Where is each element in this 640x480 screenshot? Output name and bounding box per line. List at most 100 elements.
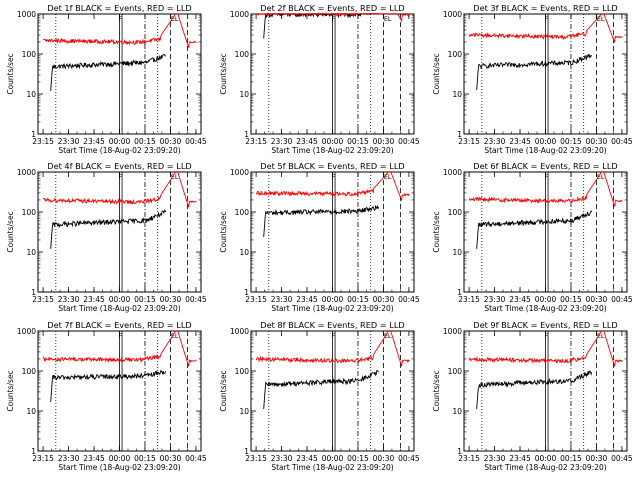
x-tick-label: 00:15: [347, 295, 369, 304]
events-series-line: [263, 12, 379, 39]
flag-label: EL: [597, 173, 605, 181]
x-tick-label: 00:30: [373, 137, 395, 146]
events-series-line: [476, 370, 593, 410]
flag-label: EL: [171, 173, 179, 181]
y-tick-label: 1: [457, 447, 462, 456]
x-tick-label: 00:30: [160, 454, 182, 463]
panel-title: Det 8f BLACK = Events, RED = LLD: [260, 320, 404, 330]
y-tick-label: 1000: [17, 10, 36, 19]
y-axis-label: Counts/sec: [432, 370, 441, 411]
lld-series-line: [468, 330, 623, 367]
y-tick-label: 10: [452, 90, 462, 99]
x-tick-label: 00:00: [535, 295, 557, 304]
y-tick-label: 100: [235, 50, 250, 59]
y-tick-label: 1: [31, 288, 36, 297]
x-axis-label: Start Time (18-Aug-02 23:09:20): [58, 463, 180, 472]
x-tick-label: 00:00: [322, 295, 344, 304]
panel-title: Det 1f BLACK = Events, RED = LLD: [47, 3, 191, 13]
x-tick-label: 23:15: [245, 295, 267, 304]
panel-title: Det 7f BLACK = Events, RED = LLD: [47, 320, 191, 330]
x-tick-label: 00:45: [185, 454, 207, 463]
events-series-line: [50, 209, 167, 249]
y-tick-label: 100: [22, 367, 37, 376]
x-tick-label: 00:30: [160, 295, 182, 304]
y-tick-label: 10: [239, 90, 249, 99]
x-tick-label: 23:15: [458, 137, 480, 146]
flag-label: EL: [384, 15, 392, 23]
x-axis-label: Start Time (18-Aug-02 23:09:20): [271, 463, 393, 472]
x-tick-label: 00:15: [134, 454, 156, 463]
panel-title: Det 5f BLACK = Events, RED = LLD: [260, 161, 404, 171]
x-tick-label: 23:45: [509, 454, 531, 463]
x-axis-label: Start Time (18-Aug-02 23:09:20): [271, 304, 393, 313]
x-tick-label: 00:00: [322, 137, 344, 146]
y-axis-label: Counts/sec: [6, 211, 15, 252]
y-tick-label: 100: [448, 50, 463, 59]
lld-series-line: [255, 171, 410, 201]
x-tick-label: 23:30: [484, 454, 506, 463]
lld-series-line: [468, 171, 623, 207]
x-tick-label: 00:45: [611, 454, 633, 463]
x-tick-label: 23:30: [271, 295, 293, 304]
x-tick-label: 00:45: [398, 137, 420, 146]
x-tick-label: 23:45: [509, 137, 531, 146]
x-tick-label: 23:30: [58, 137, 80, 146]
x-tick-label: 00:45: [185, 137, 207, 146]
x-tick-label: 23:15: [245, 454, 267, 463]
events-series-line: [263, 204, 380, 238]
y-axis-label: Counts/sec: [219, 370, 228, 411]
panel-title: Det 9f BLACK = Events, RED = LLD: [473, 320, 617, 330]
y-tick-label: 100: [235, 208, 250, 217]
x-tick-label: 23:45: [296, 295, 318, 304]
x-tick-label: 00:00: [109, 137, 131, 146]
flag-label: F: [544, 173, 548, 181]
events-series-line: [476, 209, 593, 249]
panel-title: Det 6f BLACK = Events, RED = LLD: [473, 161, 617, 171]
y-tick-label: 1: [244, 130, 249, 139]
x-tick-label: 23:15: [458, 454, 480, 463]
x-tick-label: 23:30: [271, 454, 293, 463]
x-tick-label: 00:45: [185, 295, 207, 304]
y-axis-label: Counts/sec: [432, 53, 441, 94]
x-tick-label: 00:45: [611, 137, 633, 146]
x-tick-label: 23:30: [58, 295, 80, 304]
flag-label: EL: [597, 15, 605, 23]
x-tick-label: 00:15: [134, 137, 156, 146]
y-tick-label: 10: [26, 90, 36, 99]
detector-panel-8: Det 8f BLACK = Events, RED = LLD 1 10 100 10…: [219, 320, 420, 472]
flag-label: F: [331, 332, 335, 340]
x-tick-label: 00:00: [535, 137, 557, 146]
detector-panel-9: Det 9f BLACK = Events, RED = LLD 1 10 100 10…: [432, 320, 633, 472]
x-tick-label: 23:15: [458, 295, 480, 304]
x-tick-label: 00:30: [373, 295, 395, 304]
x-tick-label: 00:45: [398, 295, 420, 304]
x-tick-label: 23:15: [32, 137, 54, 146]
y-tick-label: 1000: [230, 10, 249, 19]
x-tick-label: 00:30: [586, 137, 608, 146]
x-tick-label: 23:30: [271, 137, 293, 146]
flag-label: EL: [597, 332, 605, 340]
y-tick-label: 1000: [443, 168, 462, 177]
flag-label: EL: [171, 332, 179, 340]
y-axis-label: Counts/sec: [219, 211, 228, 252]
lld-series-line: [42, 171, 197, 208]
flag-label: F: [331, 15, 335, 23]
x-tick-label: 23:15: [32, 295, 54, 304]
detector-panel-5: Det 5f BLACK = Events, RED = LLD 1 10 100 10…: [219, 161, 420, 313]
detector-panel-3: Det 3f BLACK = Events, RED = LLD 1 10 100 10…: [432, 3, 633, 155]
x-tick-label: 00:00: [322, 454, 344, 463]
y-tick-label: 10: [452, 407, 462, 416]
x-tick-label: 00:15: [560, 454, 582, 463]
y-tick-label: 1000: [230, 168, 249, 177]
x-tick-label: 00:45: [611, 295, 633, 304]
flag-label: EL: [384, 332, 392, 340]
y-tick-label: 10: [239, 407, 249, 416]
y-tick-label: 1: [244, 288, 249, 297]
detector-panel-1: Det 1f BLACK = Events, RED = LLD 1 10 100 10…: [6, 3, 207, 155]
x-tick-label: 23:45: [83, 454, 105, 463]
x-tick-label: 00:00: [109, 295, 131, 304]
panel-title: Det 4f BLACK = Events, RED = LLD: [47, 161, 191, 171]
x-axis-label: Start Time (18-Aug-02 23:09:20): [58, 146, 180, 155]
x-tick-label: 00:15: [560, 137, 582, 146]
x-tick-label: 00:30: [160, 137, 182, 146]
